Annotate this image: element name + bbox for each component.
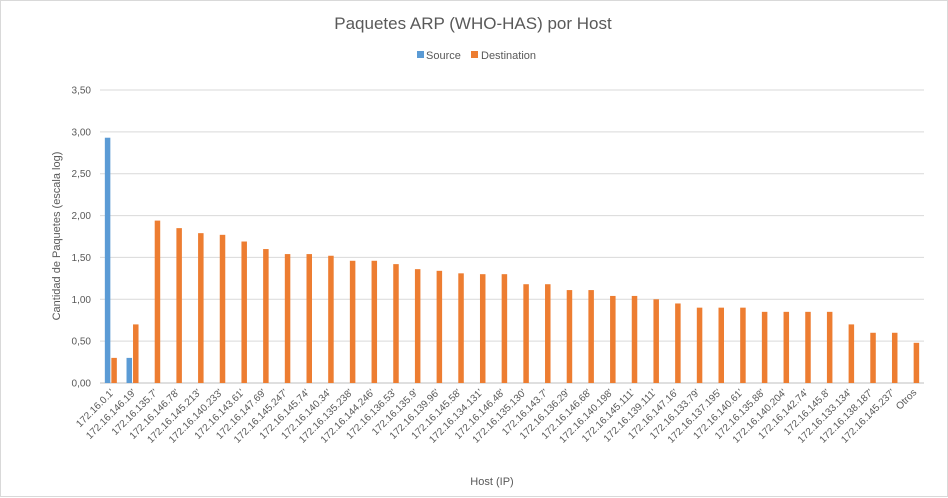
- bar-destination: [111, 357, 117, 383]
- chart-title: Paquetes ARP (WHO-HAS) por Host: [334, 14, 612, 33]
- y-tick-label: 2,00: [72, 211, 92, 222]
- bar-destination: [631, 295, 638, 383]
- bar-destination: [588, 290, 594, 383]
- bar-destination: [501, 274, 508, 383]
- bar-destination: [349, 260, 356, 383]
- bar-destination: [718, 307, 724, 383]
- bar-destination: [761, 311, 768, 383]
- bar-destination: [653, 299, 659, 383]
- y-tick-label: 3,00: [72, 127, 92, 138]
- y-tick-label: 1,00: [72, 295, 92, 306]
- bar-destination: [284, 254, 291, 383]
- y-axis-ticks: 0,00 0,50 1,00 1,50 2,00 2,50 3,00 3,50: [72, 86, 92, 390]
- y-tick-label: 1,50: [72, 253, 92, 264]
- bar-destination: [176, 228, 182, 383]
- bars: [104, 137, 920, 383]
- bar-destination: [545, 284, 551, 383]
- bar-destination: [523, 284, 529, 383]
- legend-swatch-destination: [471, 51, 478, 58]
- bar-destination: [783, 311, 790, 383]
- bar-source: [126, 357, 133, 383]
- bar-destination: [566, 290, 573, 383]
- legend-label-destination: Destination: [481, 50, 536, 62]
- bar-destination: [241, 241, 247, 383]
- bar-destination: [393, 264, 399, 383]
- bar-destination: [675, 303, 681, 383]
- bar-destination: [328, 255, 334, 383]
- bar-destination: [891, 332, 898, 383]
- y-tick-label: 2,50: [72, 169, 92, 180]
- bar-destination: [306, 254, 312, 383]
- bar-source: [104, 137, 111, 383]
- bar-destination: [479, 274, 486, 383]
- bar-destination: [263, 249, 269, 383]
- bar-destination: [610, 295, 616, 383]
- bar-destination: [848, 324, 855, 383]
- legend: Source Destination: [417, 50, 536, 62]
- bar-destination: [436, 270, 443, 383]
- bar-destination: [198, 233, 204, 383]
- bar-destination: [219, 234, 226, 383]
- legend-label-source: Source: [426, 50, 461, 62]
- x-axis-title: Host (IP): [470, 476, 513, 488]
- bar-destination: [154, 220, 161, 383]
- bar-destination: [805, 311, 811, 383]
- bar-destination: [696, 307, 703, 383]
- y-tick-label: 3,50: [72, 86, 92, 97]
- bar-destination: [133, 324, 139, 383]
- bar-destination: [414, 269, 421, 383]
- x-tick-label: Otros: [894, 387, 919, 412]
- bar-destination: [913, 342, 920, 383]
- bar-destination: [740, 307, 746, 383]
- x-axis-ticks: 172.16.0.1'172.16.146.19'172.16.135.7'17…: [74, 387, 919, 445]
- y-tick-label: 0,00: [72, 379, 92, 390]
- bar-destination: [371, 260, 378, 383]
- bar-destination: [826, 311, 833, 383]
- bar-destination: [458, 273, 464, 383]
- y-tick-label: 0,50: [72, 337, 92, 348]
- bar-destination: [870, 332, 876, 383]
- y-axis-title: Cantidad de Paquetes (escala log): [51, 152, 63, 321]
- legend-swatch-source: [417, 51, 424, 58]
- gridlines: [100, 89, 924, 384]
